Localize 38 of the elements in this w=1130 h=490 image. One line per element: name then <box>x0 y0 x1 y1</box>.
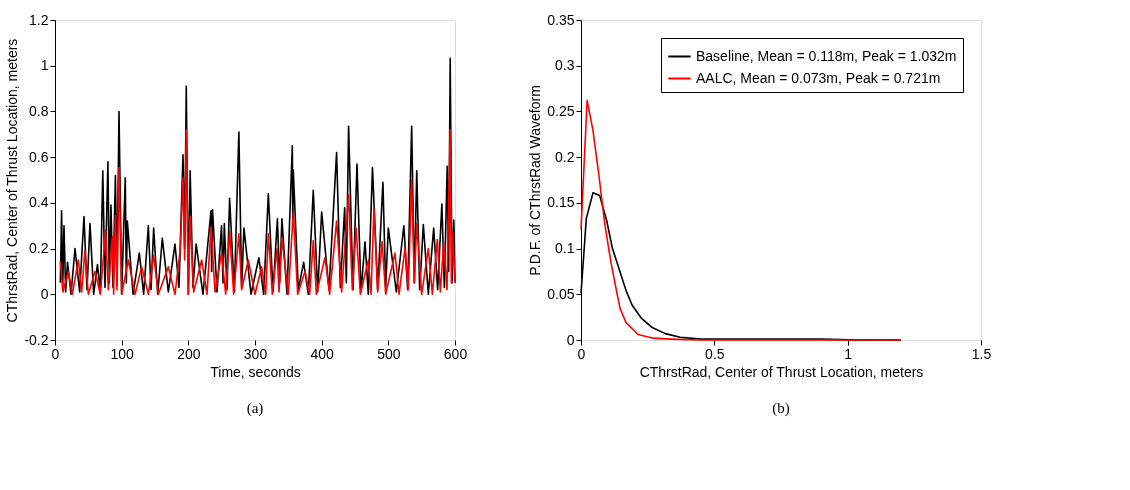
y-axis-title: CThrstRad, Center of Thrust Location, meters <box>4 38 21 323</box>
y-tick-label: 0 <box>40 285 49 302</box>
line-series <box>59 57 456 296</box>
x-tick-label: 0.5 <box>705 345 725 362</box>
x-tick-label: 0 <box>577 345 586 362</box>
x-tick-label: 300 <box>243 345 268 362</box>
x-tick-label: 1.5 <box>971 345 992 362</box>
y-tick-label: 0.6 <box>29 148 49 165</box>
y-tick-label: 0 <box>566 331 575 348</box>
y-tick-label: 1.2 <box>29 11 49 28</box>
y-tick-label: -0.2 <box>24 331 49 348</box>
x-tick-label: 200 <box>177 345 201 362</box>
x-tick-label: 1 <box>844 345 853 362</box>
y-tick-label: 0.25 <box>547 102 575 119</box>
x-axis-title: Time, seconds <box>210 363 301 380</box>
line-series <box>580 99 902 341</box>
text: (a) <box>246 400 264 417</box>
x-tick-label: 600 <box>443 345 468 362</box>
x-tick-label: 500 <box>377 345 401 362</box>
y-tick-label: 0.3 <box>555 57 575 74</box>
x-tick-label: 100 <box>110 345 135 362</box>
y-tick-label: 0.2 <box>555 148 575 165</box>
x-axis-title: CThrstRad, Center of Thrust Location, meters <box>639 363 924 380</box>
y-tick-label: 0.4 <box>29 194 49 211</box>
y-tick-label: 0.05 <box>547 285 575 302</box>
y-axis-title: P.D.F. of CThrstRad Waveform <box>527 85 544 276</box>
text: (b) <box>772 400 790 417</box>
legend-label: AALC, Mean = 0.073m, Peak = 0.721m <box>696 69 941 86</box>
y-tick-label: 0.15 <box>547 194 575 211</box>
x-tick-label: 0 <box>51 345 60 362</box>
y-tick-label: 0.1 <box>555 240 575 257</box>
y-tick-label: 0.2 <box>29 240 49 257</box>
y-tick-label: 1 <box>40 57 49 74</box>
legend-label: Baseline, Mean = 0.118m, Peak = 1.032m <box>696 47 957 64</box>
x-tick-label: 400 <box>310 345 335 362</box>
y-tick-label: 0.35 <box>547 11 575 28</box>
y-tick-label: 0.8 <box>29 102 49 119</box>
line-series <box>59 128 456 296</box>
